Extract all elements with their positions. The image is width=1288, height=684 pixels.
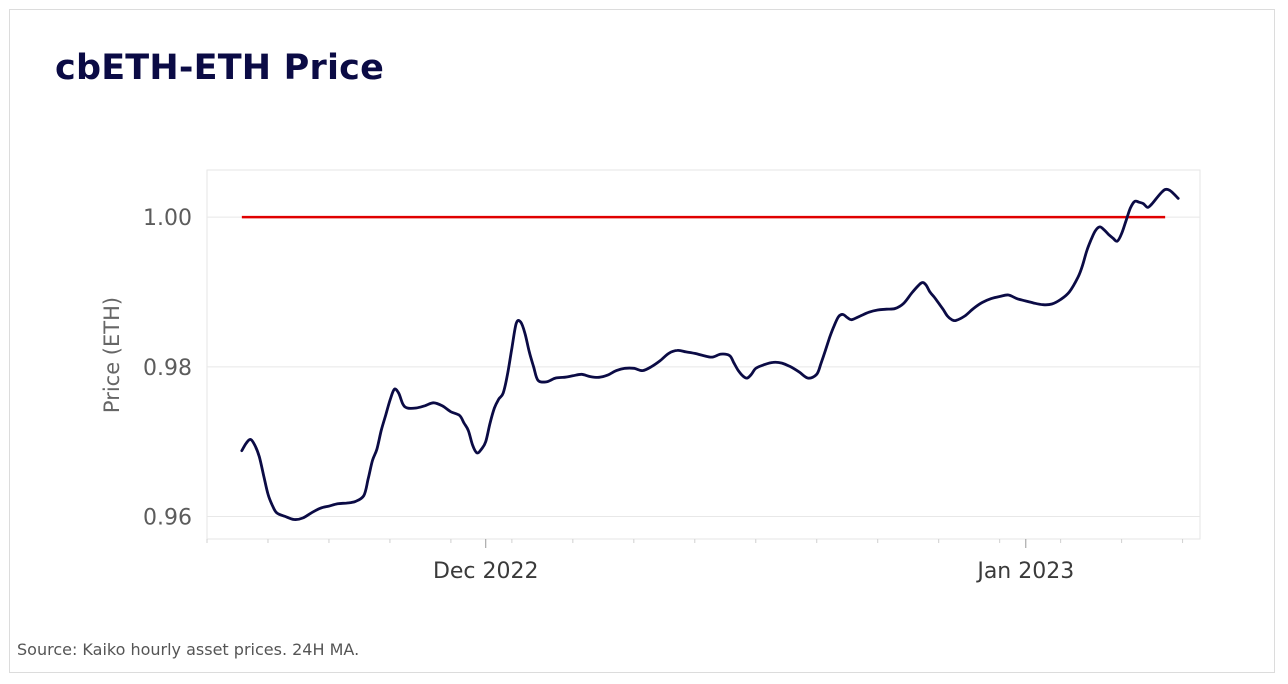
source-note: Source: Kaiko hourly asset prices. 24H M…	[17, 640, 360, 659]
x-tick-label: Dec 2022	[433, 559, 539, 584]
y-tick-label: 0.96	[143, 506, 192, 531]
y-tick-label: 1.00	[143, 206, 192, 231]
y-axis-ticks: 0.96 0.98 1.00	[143, 206, 192, 530]
x-axis-ticks: Dec 2022 Jan 2023	[206, 539, 1184, 584]
gridlines	[207, 216, 1200, 518]
chart-card	[9, 9, 1275, 673]
y-axis-label: Price (ETH)	[100, 297, 124, 413]
price-series-line	[240, 187, 1180, 521]
plot-area	[206, 169, 1201, 540]
x-tick-label: Jan 2023	[975, 559, 1074, 584]
page-title: cbETH-ETH Price	[55, 48, 385, 88]
y-tick-label: 0.98	[143, 356, 192, 381]
